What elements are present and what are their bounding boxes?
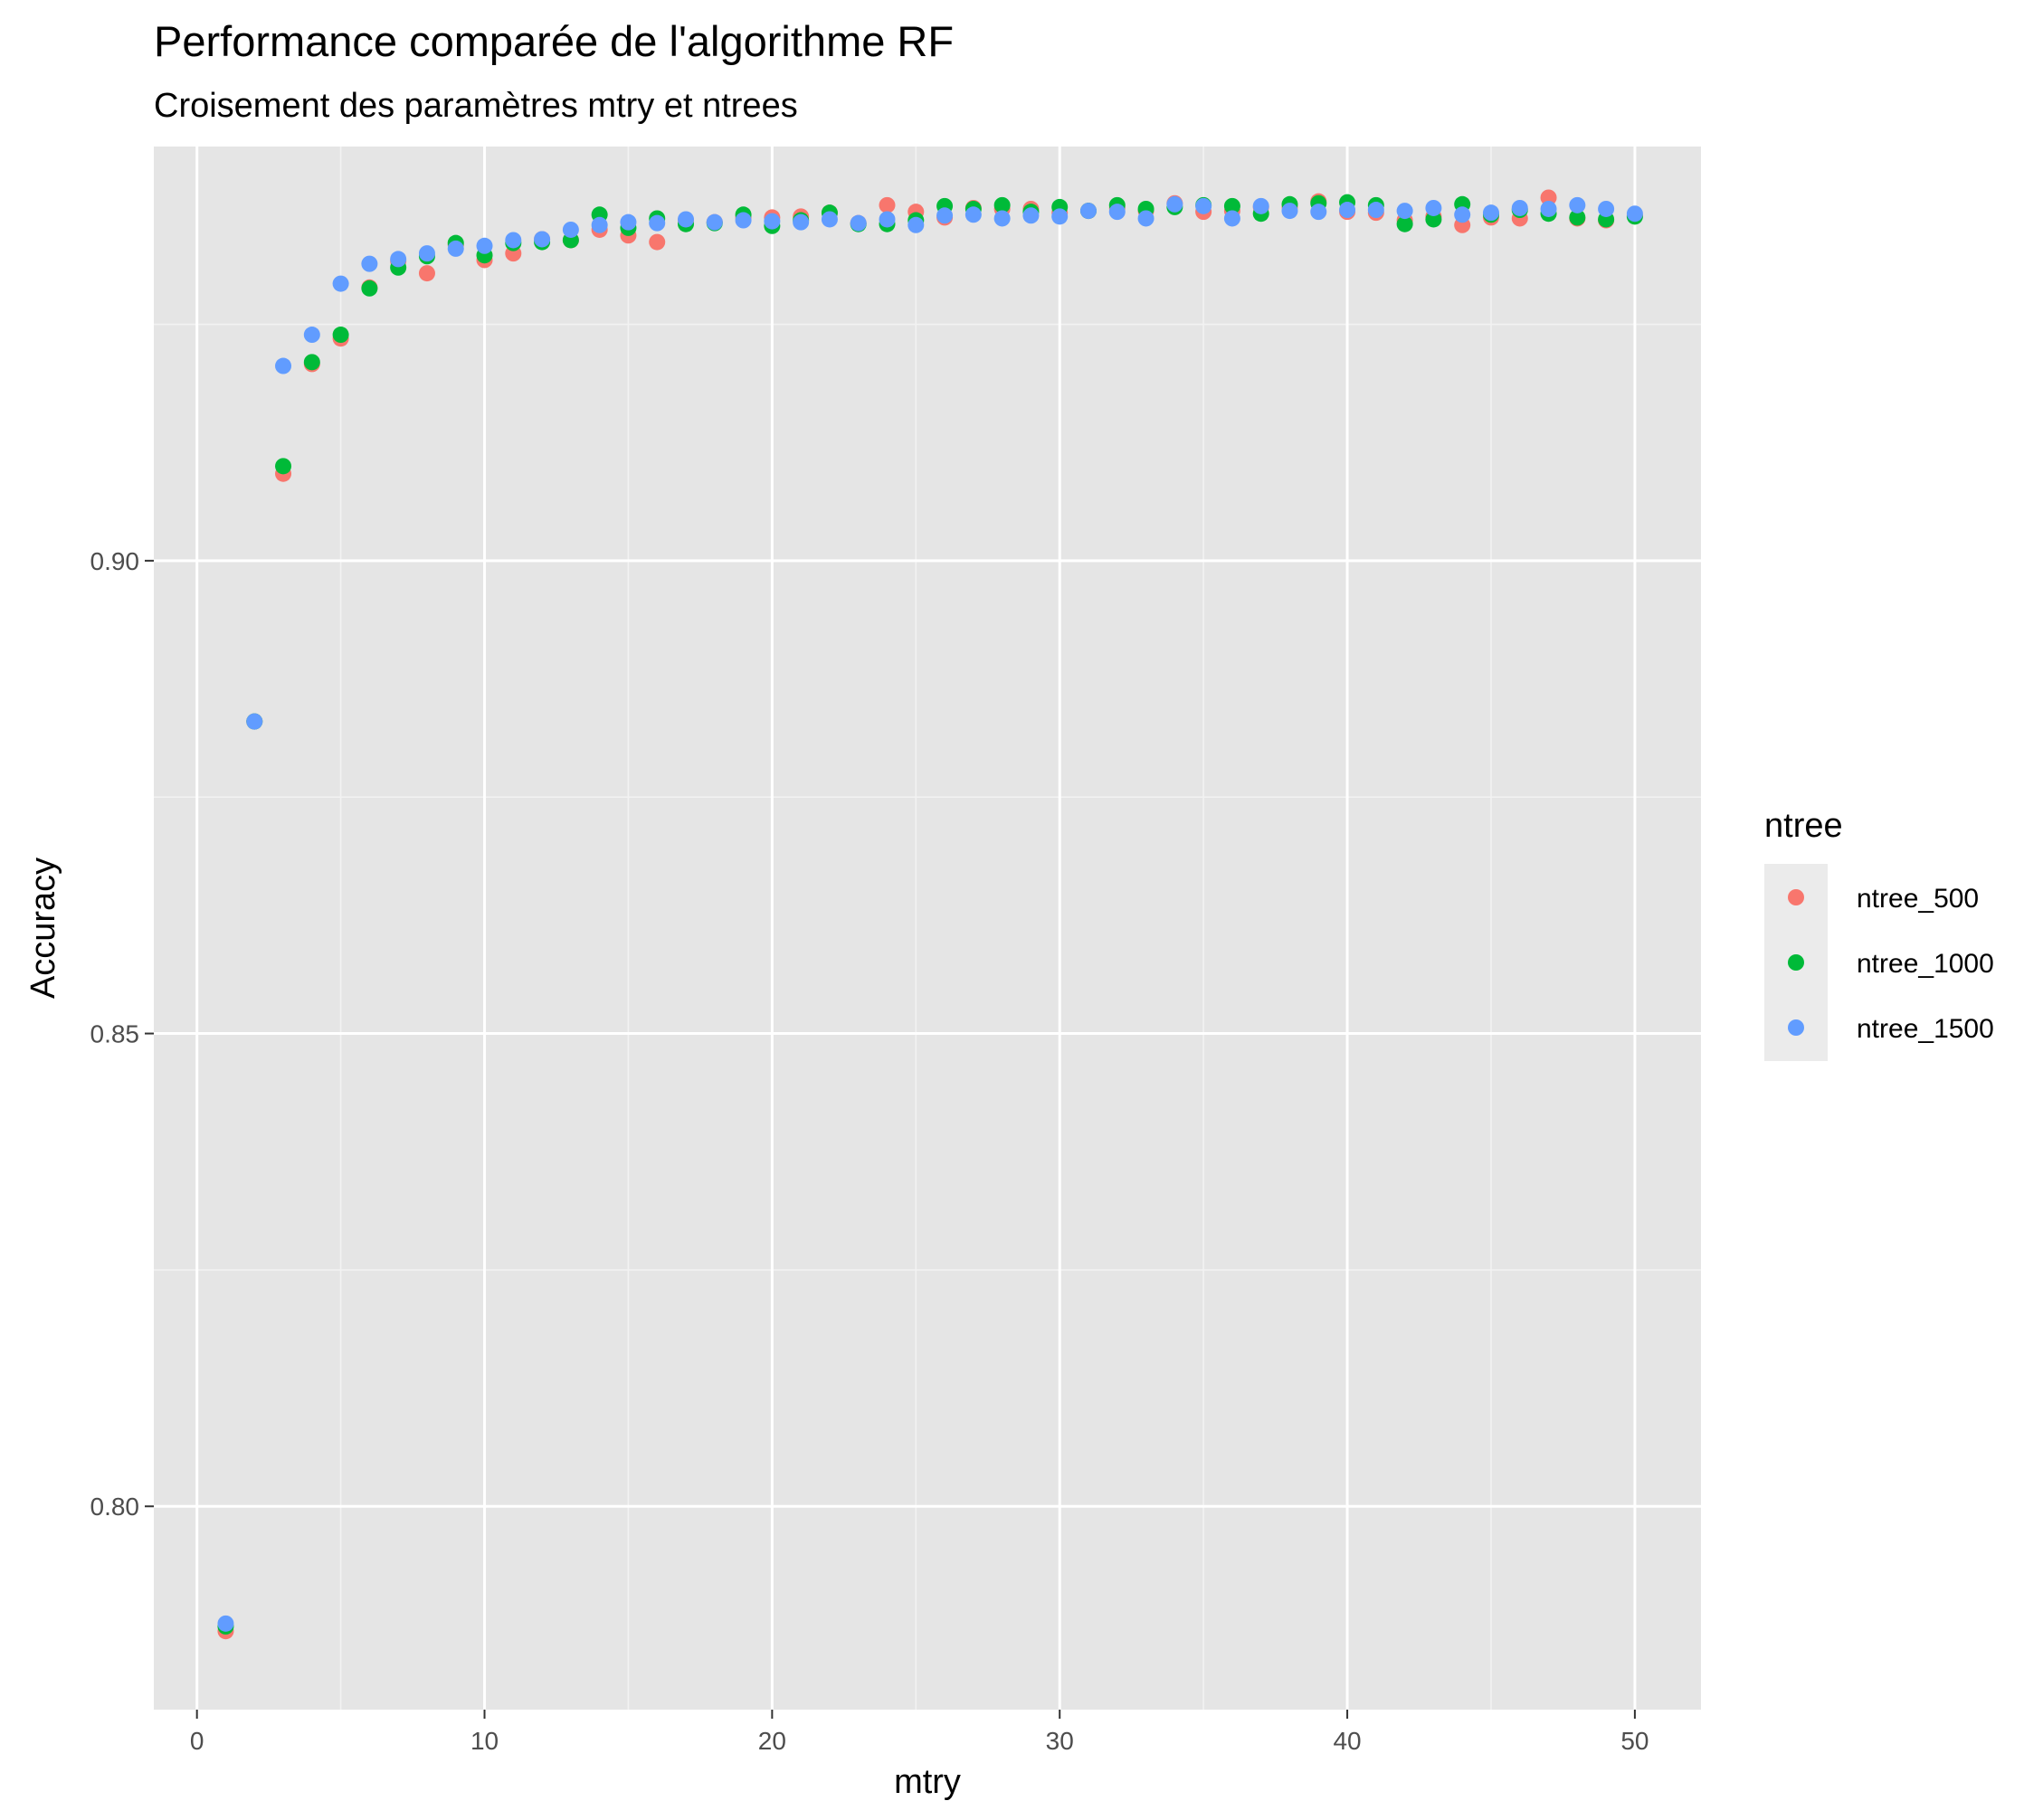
legend-key-ntree_1000 [1788, 954, 1804, 971]
x-tick-label: 0 [190, 1727, 204, 1755]
y-axis-label: Accuracy [24, 858, 62, 999]
point-ntree_1500 [620, 213, 637, 231]
point-ntree_1500 [1598, 200, 1615, 217]
x-tick-label: 10 [470, 1727, 499, 1755]
point-ntree_500 [1540, 189, 1557, 206]
point-ntree_1500 [1569, 196, 1586, 213]
point-ntree_1500 [591, 216, 608, 233]
point-ntree_1500 [1252, 197, 1269, 214]
point-ntree_1000 [1223, 197, 1240, 214]
point-ntree_1000 [993, 196, 1011, 213]
x-axis: 0 10 20 30 40 50 [190, 1710, 1649, 1755]
point-ntree_1500 [217, 1615, 234, 1632]
point-ntree_1500 [936, 207, 954, 224]
data-points [217, 189, 1643, 1640]
point-ntree_1500 [764, 213, 781, 230]
legend-key-ntree_1500 [1788, 1019, 1804, 1036]
point-ntree_1500 [447, 240, 464, 257]
point-ntree_500 [879, 196, 896, 213]
point-ntree_1500 [1540, 200, 1557, 217]
x-tick-label: 30 [1046, 1727, 1074, 1755]
point-ntree_1500 [303, 327, 320, 344]
point-ntree_1500 [246, 713, 263, 730]
point-ntree_1500 [678, 211, 695, 228]
x-axis-label: mtry [894, 1763, 961, 1801]
y-tick-label: 0.85 [90, 1020, 140, 1048]
chart-subtitle: Croisement des paramètres mtry et ntrees [154, 87, 798, 125]
point-ntree_500 [418, 265, 435, 282]
point-ntree_1500 [649, 214, 666, 232]
x-tick-label: 40 [1333, 1727, 1361, 1755]
minor-gridlines [154, 147, 1701, 1710]
point-ntree_1500 [1166, 195, 1183, 213]
point-ntree_1500 [534, 231, 551, 248]
point-ntree_1500 [1108, 204, 1126, 221]
legend-title: ntree [1764, 807, 1843, 845]
y-axis: 0.80 0.85 0.90 [90, 547, 154, 1521]
point-ntree_1500 [793, 213, 810, 231]
point-ntree_1000 [361, 280, 378, 297]
point-ntree_1500 [1482, 204, 1499, 222]
point-ntree_1500 [1425, 199, 1442, 216]
point-ntree_1500 [1137, 210, 1155, 227]
point-ntree_1500 [1195, 197, 1212, 214]
legend: ntree ntree_500 ntree_1000 ntree_1500 [1764, 807, 1994, 1061]
point-ntree_1500 [1511, 199, 1528, 216]
plot-panel [154, 147, 1701, 1710]
series-ntree_1500 [217, 195, 1643, 1632]
point-ntree_1500 [964, 206, 982, 223]
point-ntree_1500 [332, 275, 349, 292]
point-ntree_1000 [1425, 211, 1442, 228]
legend-label-ntree_500: ntree_500 [1857, 884, 1979, 914]
point-ntree_1500 [1051, 208, 1069, 225]
legend-key-ntree_500 [1788, 889, 1804, 905]
point-ntree_1500 [505, 232, 522, 249]
x-tick-label: 50 [1620, 1727, 1649, 1755]
point-ntree_1500 [907, 216, 925, 233]
point-ntree_1000 [1569, 209, 1586, 226]
point-ntree_1500 [390, 251, 407, 268]
legend-label-ntree_1500: ntree_1500 [1857, 1014, 1994, 1044]
point-ntree_1500 [418, 245, 435, 262]
point-ntree_1500 [476, 237, 493, 254]
point-ntree_1500 [993, 210, 1011, 227]
point-ntree_1500 [1396, 203, 1413, 220]
point-ntree_1500 [361, 255, 378, 272]
point-ntree_1500 [1223, 210, 1240, 227]
point-ntree_1500 [1626, 205, 1643, 223]
point-ntree_1500 [706, 213, 723, 231]
point-ntree_1000 [1396, 215, 1413, 232]
point-ntree_1500 [1022, 207, 1040, 224]
point-ntree_1500 [1339, 202, 1356, 219]
point-ntree_1500 [1454, 206, 1471, 223]
point-ntree_1000 [332, 327, 349, 344]
y-tick-label: 0.90 [90, 547, 140, 575]
point-ntree_1500 [1079, 203, 1097, 220]
legend-label-ntree_1000: ntree_1000 [1857, 949, 1994, 979]
x-tick-label: 20 [758, 1727, 786, 1755]
point-ntree_1000 [275, 458, 292, 475]
point-ntree_1500 [850, 214, 867, 232]
point-ntree_1000 [303, 354, 320, 371]
point-ntree_1500 [735, 212, 752, 229]
major-gridlines [154, 147, 1701, 1710]
point-ntree_1500 [879, 211, 896, 228]
chart-title: Performance comparée de l'algorithme RF [154, 17, 954, 65]
y-tick-label: 0.80 [90, 1493, 140, 1521]
point-ntree_1500 [275, 357, 292, 374]
point-ntree_1500 [1367, 202, 1384, 219]
point-ntree_500 [649, 233, 666, 251]
point-ntree_1500 [821, 211, 838, 228]
point-ntree_1500 [1281, 203, 1298, 220]
legend-items: ntree_500 ntree_1000 ntree_1500 [1788, 884, 1994, 1044]
point-ntree_1500 [1310, 204, 1327, 221]
point-ntree_1500 [562, 221, 579, 238]
